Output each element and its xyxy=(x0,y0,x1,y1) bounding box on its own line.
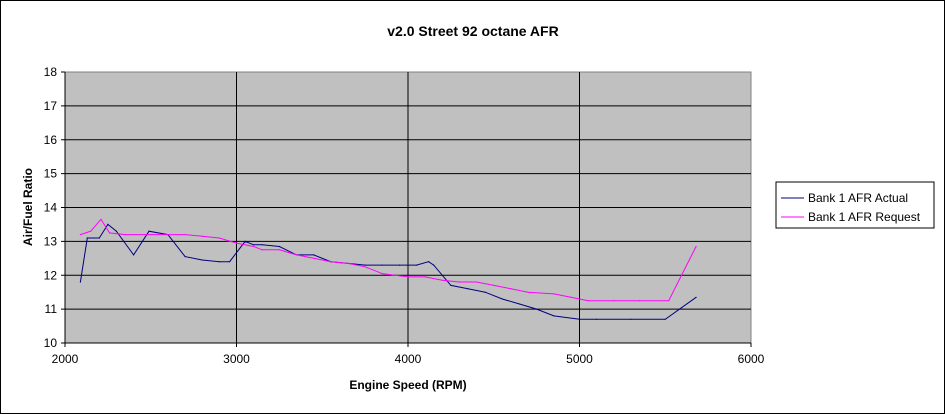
data-point-actual xyxy=(364,264,366,266)
data-point-request xyxy=(201,235,203,237)
y-tick-label: 12 xyxy=(44,268,58,282)
data-point-actual xyxy=(184,256,186,258)
y-tick-label: 10 xyxy=(44,336,58,350)
data-point-actual xyxy=(261,244,263,246)
y-tick-label: 13 xyxy=(44,234,58,248)
data-point-request xyxy=(424,276,426,278)
data-point-request xyxy=(407,276,409,278)
data-point-request xyxy=(313,257,315,259)
data-point-actual xyxy=(695,296,697,298)
data-point-actual xyxy=(278,245,280,248)
data-point-request xyxy=(668,300,670,302)
data-point-request xyxy=(510,288,512,290)
data-point-actual xyxy=(536,308,538,310)
data-point-actual xyxy=(467,288,469,290)
data-point-request xyxy=(441,279,443,281)
data-point-request xyxy=(381,273,383,275)
data-point-actual xyxy=(398,264,400,266)
data-point-actual xyxy=(578,318,581,320)
data-point-request xyxy=(295,254,298,256)
x-tick-label: 5000 xyxy=(566,352,593,366)
data-point-actual xyxy=(133,254,135,256)
x-tick-label: 2000 xyxy=(52,352,79,366)
axis-lines xyxy=(64,72,751,344)
data-point-request xyxy=(364,266,366,268)
data-point-request xyxy=(218,237,220,239)
data-point-request xyxy=(278,249,280,251)
chart-title: v2.0 Street 92 octane AFR xyxy=(387,23,558,39)
data-point-request xyxy=(109,232,111,234)
data-point-actual xyxy=(630,318,632,320)
gridlines xyxy=(61,71,752,347)
data-point-actual xyxy=(416,264,418,266)
series-lines xyxy=(79,218,697,320)
data-point-actual xyxy=(501,298,503,300)
data-point-request xyxy=(553,293,555,295)
legend-label-request: Bank 1 AFR Request xyxy=(808,210,921,224)
data-point-actual xyxy=(244,240,246,242)
data-point-request xyxy=(167,234,169,236)
data-point-actual xyxy=(433,264,435,266)
data-point-actual xyxy=(148,230,150,232)
y-tick-label: 14 xyxy=(44,201,58,215)
data-point-request xyxy=(347,262,349,264)
x-axis-title: Engine Speed (RPM) xyxy=(349,378,466,392)
data-point-actual xyxy=(218,261,220,263)
y-tick-label: 15 xyxy=(44,167,58,181)
y-axis-title: Air/Fuel Ratio xyxy=(21,168,35,246)
x-tick-label: 6000 xyxy=(738,352,765,366)
y-tick-label: 18 xyxy=(44,65,58,79)
data-point-request xyxy=(638,300,641,302)
data-point-request xyxy=(570,296,572,298)
legend-label-actual: Bank 1 AFR Actual xyxy=(808,191,908,205)
data-point-request xyxy=(150,234,152,236)
data-point-request xyxy=(613,300,615,302)
y-tick-label: 16 xyxy=(44,133,58,147)
x-tick-label: 3000 xyxy=(223,352,250,366)
y-tick-label: 17 xyxy=(44,99,58,113)
data-point-request xyxy=(184,234,186,236)
x-axis-tick-labels: 2000 3000 4000 5000 6000 xyxy=(52,352,765,366)
data-point-actual xyxy=(201,259,203,261)
data-point-actual xyxy=(381,264,383,266)
data-point-actual xyxy=(664,318,666,320)
data-point-request xyxy=(124,234,126,236)
data-point-request xyxy=(695,245,697,248)
data-point-actual xyxy=(79,281,81,283)
x-tick-label: 4000 xyxy=(395,352,422,366)
data-point-request xyxy=(261,249,263,251)
data-point-actual xyxy=(98,237,100,239)
data-point-request xyxy=(587,300,589,302)
y-axis-tick-labels: 10 11 12 13 14 15 16 17 18 xyxy=(44,65,58,350)
data-point-actual xyxy=(553,315,555,317)
data-point-request xyxy=(476,281,478,283)
data-point-request xyxy=(90,230,92,232)
data-point-actual xyxy=(86,237,88,239)
y-tick-label: 11 xyxy=(45,302,58,316)
data-point-actual xyxy=(253,244,255,246)
data-point-actual xyxy=(428,261,430,263)
data-point-actual xyxy=(518,303,521,305)
data-point-request xyxy=(493,284,495,286)
legend: Bank 1 AFR Actual Bank 1 AFR Request xyxy=(775,181,935,229)
data-point-request xyxy=(527,291,529,293)
data-point-request xyxy=(458,281,460,283)
data-point-request xyxy=(79,234,81,236)
data-point-actual xyxy=(107,223,109,225)
data-point-actual xyxy=(115,230,117,232)
data-point-actual xyxy=(450,284,452,286)
legend-box xyxy=(775,181,935,229)
data-point-actual xyxy=(313,254,315,256)
data-point-request xyxy=(330,261,332,263)
data-point-actual xyxy=(229,261,231,263)
data-point-request xyxy=(100,218,102,220)
data-point-request xyxy=(253,245,255,248)
data-point-request xyxy=(235,242,238,244)
data-point-actual xyxy=(596,318,598,320)
data-point-actual xyxy=(484,291,486,293)
